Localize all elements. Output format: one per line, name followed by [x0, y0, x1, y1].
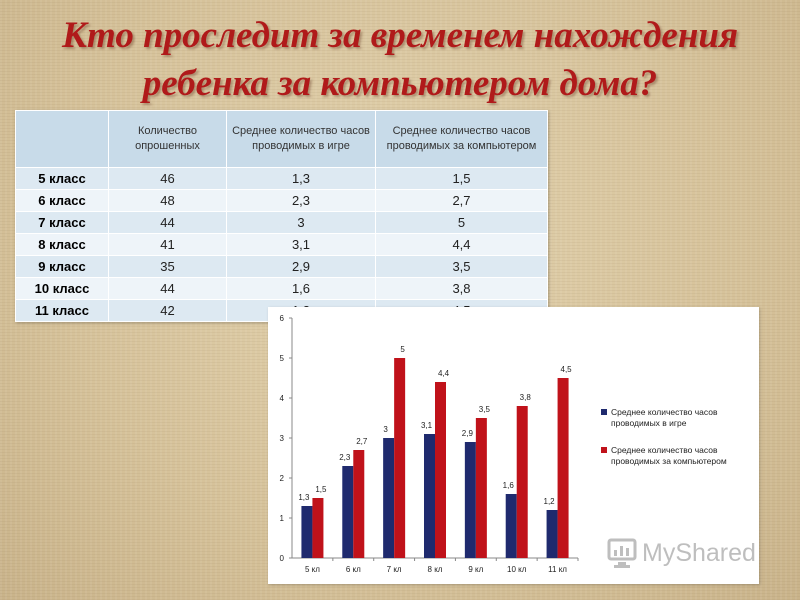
chart-plot: 0 1 2 3 4 5 6 1,3 1,5 5 кл 2,3 2,7 6 кл 3 5 7 кл 3,1 4,4 8…	[280, 314, 579, 574]
data-label: 1,2	[544, 497, 556, 506]
bar-game	[342, 466, 354, 558]
table-header-row: Количество опрошенных Среднее количество…	[15, 110, 548, 168]
table-row: 6 класс 48 2,3 2,7	[15, 189, 548, 212]
cell-respondents: 46	[108, 167, 227, 190]
bar-game	[464, 442, 476, 558]
data-label: 1,5	[315, 485, 327, 494]
cell-respondents: 41	[108, 233, 227, 256]
data-label: 5	[400, 345, 405, 354]
cell-respondents: 44	[108, 277, 227, 300]
row-grade: 9 класс	[15, 255, 109, 278]
row-grade: 10 класс	[15, 277, 109, 300]
bar-computer	[516, 406, 528, 558]
cell-computer-hours: 3,8	[375, 277, 548, 300]
y-tick-label: 2	[280, 474, 285, 483]
row-grade: 5 класс	[15, 167, 109, 190]
chart-legend: Среднее количество часов проводимых в иг…	[601, 407, 751, 483]
bar-computer	[394, 358, 406, 558]
cell-respondents: 44	[108, 211, 227, 234]
row-grade: 8 класс	[15, 233, 109, 256]
cell-game-hours: 3	[226, 211, 376, 234]
table-header-computer-hours: Среднее количество часов проводимых за к…	[375, 110, 548, 168]
legend-swatch-computer	[601, 447, 607, 453]
cell-game-hours: 2,3	[226, 189, 376, 212]
table-row: 9 класс 35 2,9 3,5	[15, 255, 548, 278]
data-label: 3,8	[520, 393, 532, 402]
watermark: MyShared	[606, 535, 756, 571]
x-tick-label: 10 кл	[507, 565, 527, 574]
data-label: 3	[383, 425, 388, 434]
bar-computer	[435, 382, 446, 558]
bar-game	[301, 506, 313, 558]
x-tick-label: 8 кл	[428, 565, 443, 574]
row-grade: 6 класс	[15, 189, 109, 212]
bar-game	[383, 438, 395, 558]
watermark-logo-icon	[607, 538, 637, 568]
bar-game	[546, 510, 558, 558]
y-tick-label: 0	[280, 554, 285, 563]
y-tick-label: 4	[280, 394, 285, 403]
bar-game	[424, 434, 435, 558]
table-header-game-hours: Среднее количество часов проводимых в иг…	[226, 110, 376, 168]
row-grade: 7 класс	[15, 211, 109, 234]
data-label: 1,6	[503, 481, 515, 490]
cell-respondents: 48	[108, 189, 227, 212]
y-tick-label: 6	[280, 314, 285, 323]
cell-game-hours: 3,1	[226, 233, 376, 256]
legend-label-game: Среднее количество часов проводимых в иг…	[611, 407, 718, 428]
cell-computer-hours: 2,7	[375, 189, 548, 212]
bar-computer	[353, 450, 365, 558]
cell-computer-hours: 5	[375, 211, 548, 234]
y-tick-label: 1	[280, 514, 285, 523]
cell-respondents: 35	[108, 255, 227, 278]
data-label: 2,7	[356, 437, 368, 446]
data-label: 1,3	[298, 493, 310, 502]
cell-game-hours: 1,3	[226, 167, 376, 190]
table-row: 7 класс 44 3 5	[15, 211, 548, 234]
data-label: 4,4	[438, 369, 450, 378]
survey-table: Количество опрошенных Среднее количество…	[15, 110, 548, 322]
x-tick-label: 9 кл	[468, 565, 483, 574]
y-tick-label: 5	[280, 354, 285, 363]
x-tick-label: 7 кл	[387, 565, 402, 574]
cell-computer-hours: 1,5	[375, 167, 548, 190]
bar-chart: 0 1 2 3 4 5 6 1,3 1,5 5 кл 2,3 2,7 6 кл 3 5 7 кл 3,1 4,4 8…	[268, 307, 759, 584]
slide-title: Кто проследит за временем нахождения реб…	[61, 15, 739, 104]
table-row: 8 класс 41 3,1 4,4	[15, 233, 548, 256]
cell-respondents: 42	[108, 299, 227, 322]
legend-label-computer: Среднее количество часов проводимых за к…	[611, 445, 727, 466]
x-tick-label: 5 кл	[305, 565, 320, 574]
table-header-respondents: Количество опрошенных	[108, 110, 227, 168]
data-label: 2,3	[339, 453, 351, 462]
legend-item: Среднее количество часов проводимых в иг…	[601, 407, 751, 429]
x-tick-label: 6 кл	[346, 565, 361, 574]
data-label: 3,5	[479, 405, 491, 414]
cell-computer-hours: 3,5	[375, 255, 548, 278]
table-row: 10 класс 44 1,6 3,8	[15, 277, 548, 300]
cell-game-hours: 1,6	[226, 277, 376, 300]
watermark-text: MyShared	[642, 538, 756, 567]
cell-game-hours: 2,9	[226, 255, 376, 278]
row-grade: 11 класс	[15, 299, 109, 322]
legend-item: Среднее количество часов проводимых за к…	[601, 445, 751, 467]
bar-computer	[557, 378, 569, 558]
bar-computer	[475, 418, 487, 558]
y-tick-label: 3	[280, 434, 285, 443]
table-row: 5 класс 46 1,3 1,5	[15, 167, 548, 190]
table-header-corner	[15, 110, 109, 168]
legend-swatch-game	[601, 409, 607, 415]
data-label: 2,9	[462, 429, 474, 438]
bar-game	[505, 494, 517, 558]
bar-computer	[312, 498, 324, 558]
cell-computer-hours: 4,4	[375, 233, 548, 256]
data-label: 3,1	[421, 421, 433, 430]
data-label: 4,5	[561, 365, 573, 374]
x-tick-label: 11 кл	[548, 565, 567, 574]
